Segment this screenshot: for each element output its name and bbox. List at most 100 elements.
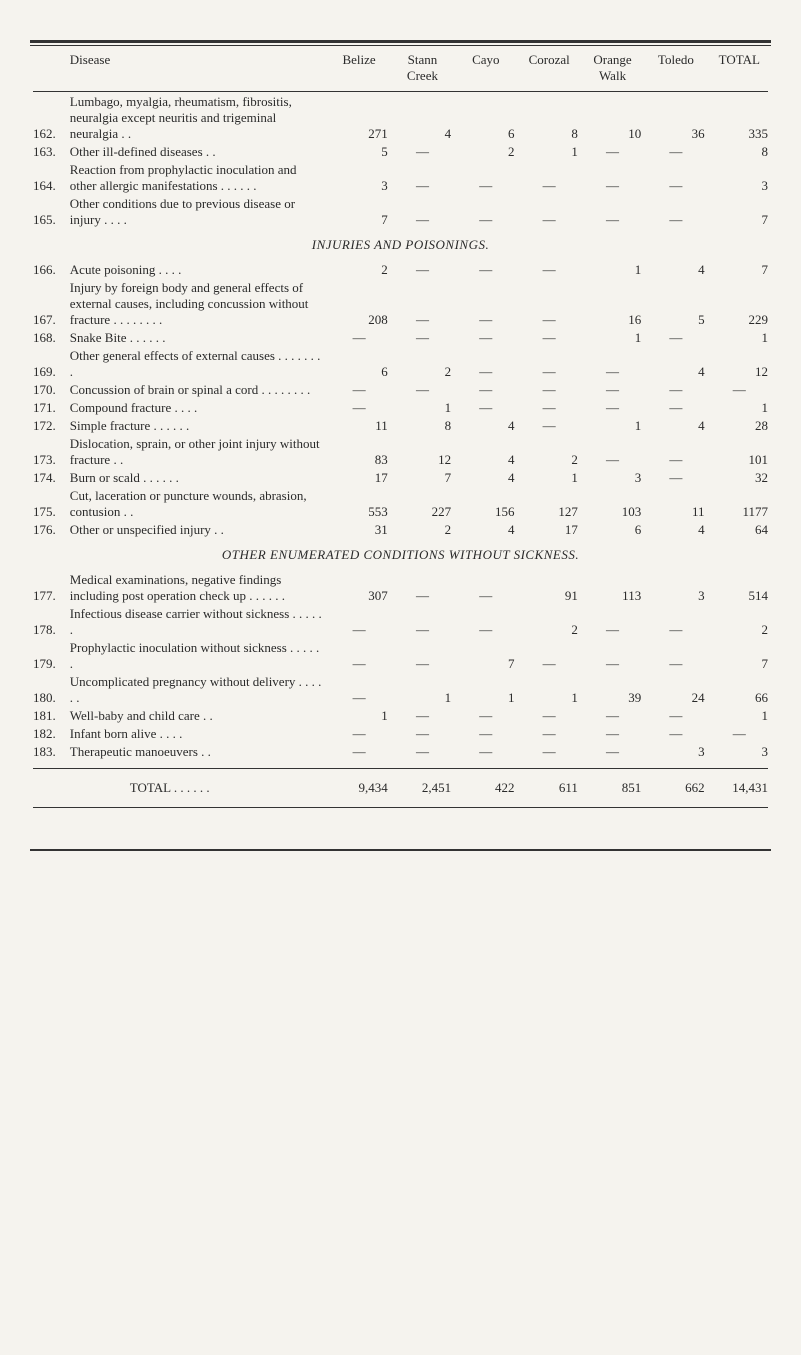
table-cell: — bbox=[454, 161, 517, 195]
table-row: 171.Compound fracture . . . .—1————1 bbox=[30, 399, 771, 417]
col-stann: Stann Creek bbox=[391, 46, 454, 90]
table-row: 166.Acute poisoning . . . .2———147 bbox=[30, 261, 771, 279]
table-cell: — bbox=[391, 161, 454, 195]
table-cell: — bbox=[517, 639, 580, 673]
table-row: 165.Other conditions due to previous dis… bbox=[30, 195, 771, 229]
table-cell: — bbox=[581, 347, 644, 381]
table-cell: — bbox=[454, 261, 517, 279]
table-cell: — bbox=[454, 399, 517, 417]
table-cell: 4 bbox=[454, 417, 517, 435]
table-cell: 12 bbox=[391, 435, 454, 469]
table-cell: — bbox=[581, 743, 644, 761]
row-number: 182. bbox=[30, 725, 67, 743]
table-row: 180.Uncomplicated pregnancy without deli… bbox=[30, 673, 771, 707]
table-cell: 1 bbox=[581, 261, 644, 279]
table-cell: 227 bbox=[391, 487, 454, 521]
table-cell: 2,451 bbox=[391, 770, 454, 806]
table-row: 172.Simple fracture . . . . . .1184—1428 bbox=[30, 417, 771, 435]
row-disease: Infant born alive . . . . bbox=[67, 725, 328, 743]
table-cell: — bbox=[454, 329, 517, 347]
row-number: 179. bbox=[30, 639, 67, 673]
col-corozal: Corozal bbox=[517, 46, 580, 90]
table-cell: — bbox=[454, 279, 517, 329]
table-cell: 2 bbox=[517, 435, 580, 469]
table-cell: 662 bbox=[644, 770, 707, 806]
row-disease: Prophylactic inoculation without sicknes… bbox=[67, 639, 328, 673]
row-number: 181. bbox=[30, 707, 67, 725]
table-cell: 7 bbox=[708, 195, 771, 229]
table-cell: 4 bbox=[391, 93, 454, 143]
table-row: 176.Other or unspecified injury . .31241… bbox=[30, 521, 771, 539]
col-total: TOTAL bbox=[708, 46, 771, 90]
table-cell: 83 bbox=[327, 435, 390, 469]
table-cell: 2 bbox=[391, 347, 454, 381]
table-cell: — bbox=[644, 707, 707, 725]
row-disease: Dislocation, sprain, or other joint inju… bbox=[67, 435, 328, 469]
table-cell: — bbox=[391, 329, 454, 347]
table-cell: 7 bbox=[454, 639, 517, 673]
table-cell: 1 bbox=[517, 673, 580, 707]
row-number: 172. bbox=[30, 417, 67, 435]
table-cell: 208 bbox=[327, 279, 390, 329]
table-cell: — bbox=[391, 279, 454, 329]
table-cell: — bbox=[517, 261, 580, 279]
table-cell: — bbox=[517, 743, 580, 761]
table-cell: 11 bbox=[644, 487, 707, 521]
table-cell: — bbox=[391, 195, 454, 229]
row-number: 175. bbox=[30, 487, 67, 521]
table-cell: 3 bbox=[708, 743, 771, 761]
row-disease: Uncomplicated pregnancy without delivery… bbox=[67, 673, 328, 707]
table-cell: 9,434 bbox=[327, 770, 390, 806]
table-cell: — bbox=[327, 639, 390, 673]
row-number: 166. bbox=[30, 261, 67, 279]
col-toledo: Toledo bbox=[644, 46, 707, 90]
row-number: 162. bbox=[30, 93, 67, 143]
table-row: 170.Concussion of brain or spinal a cord… bbox=[30, 381, 771, 399]
table-cell: 5 bbox=[644, 279, 707, 329]
header-rule bbox=[33, 91, 768, 92]
row-disease: Burn or scald . . . . . . bbox=[67, 469, 328, 487]
top-double-rule-1 bbox=[30, 40, 771, 43]
table-cell: — bbox=[581, 399, 644, 417]
table-cell: 8 bbox=[391, 417, 454, 435]
table-cell: 64 bbox=[708, 521, 771, 539]
table-cell: — bbox=[644, 605, 707, 639]
table-cell: — bbox=[581, 143, 644, 161]
table-cell: 5 bbox=[327, 143, 390, 161]
row-disease: Reaction from prophylactic inoculation a… bbox=[67, 161, 328, 195]
table-cell: 103 bbox=[581, 487, 644, 521]
row-number: 170. bbox=[30, 381, 67, 399]
table-cell: 7 bbox=[391, 469, 454, 487]
table-cell: 1 bbox=[581, 417, 644, 435]
table-cell: 1177 bbox=[708, 487, 771, 521]
table-cell: 1 bbox=[708, 329, 771, 347]
table-cell: 127 bbox=[517, 487, 580, 521]
table-cell: 1 bbox=[517, 143, 580, 161]
table-cell: — bbox=[581, 161, 644, 195]
table-row: 177.Medical examinations, negative findi… bbox=[30, 571, 771, 605]
table-cell: 4 bbox=[644, 261, 707, 279]
table-cell: 7 bbox=[708, 639, 771, 673]
table-cell: 1 bbox=[391, 673, 454, 707]
table-cell: — bbox=[454, 605, 517, 639]
table-row: 174.Burn or scald . . . . . .177413—32 bbox=[30, 469, 771, 487]
table-cell: 271 bbox=[327, 93, 390, 143]
row-number: 164. bbox=[30, 161, 67, 195]
row-disease: Compound fracture . . . . bbox=[67, 399, 328, 417]
header-row: Disease Belize Stann Creek Cayo Corozal … bbox=[30, 46, 771, 90]
table-cell: 16 bbox=[581, 279, 644, 329]
table-row: 183.Therapeutic manoeuvers . .—————33 bbox=[30, 743, 771, 761]
row-number: 171. bbox=[30, 399, 67, 417]
col-cayo: Cayo bbox=[454, 46, 517, 90]
table-cell: — bbox=[391, 707, 454, 725]
row-disease: Simple fracture . . . . . . bbox=[67, 417, 328, 435]
section-heading-row: OTHER ENUMERATED CONDITIONS WITHOUT SICK… bbox=[30, 539, 771, 571]
row-disease: Other conditions due to previous disease… bbox=[67, 195, 328, 229]
table-row: 162.Lumbago, myalgia, rheumatism, fibros… bbox=[30, 93, 771, 143]
table-cell: — bbox=[454, 743, 517, 761]
table-cell: 3 bbox=[644, 571, 707, 605]
table-cell: 3 bbox=[644, 743, 707, 761]
row-disease: Other general effects of external causes… bbox=[67, 347, 328, 381]
table-cell: — bbox=[708, 381, 771, 399]
table-cell: — bbox=[581, 195, 644, 229]
